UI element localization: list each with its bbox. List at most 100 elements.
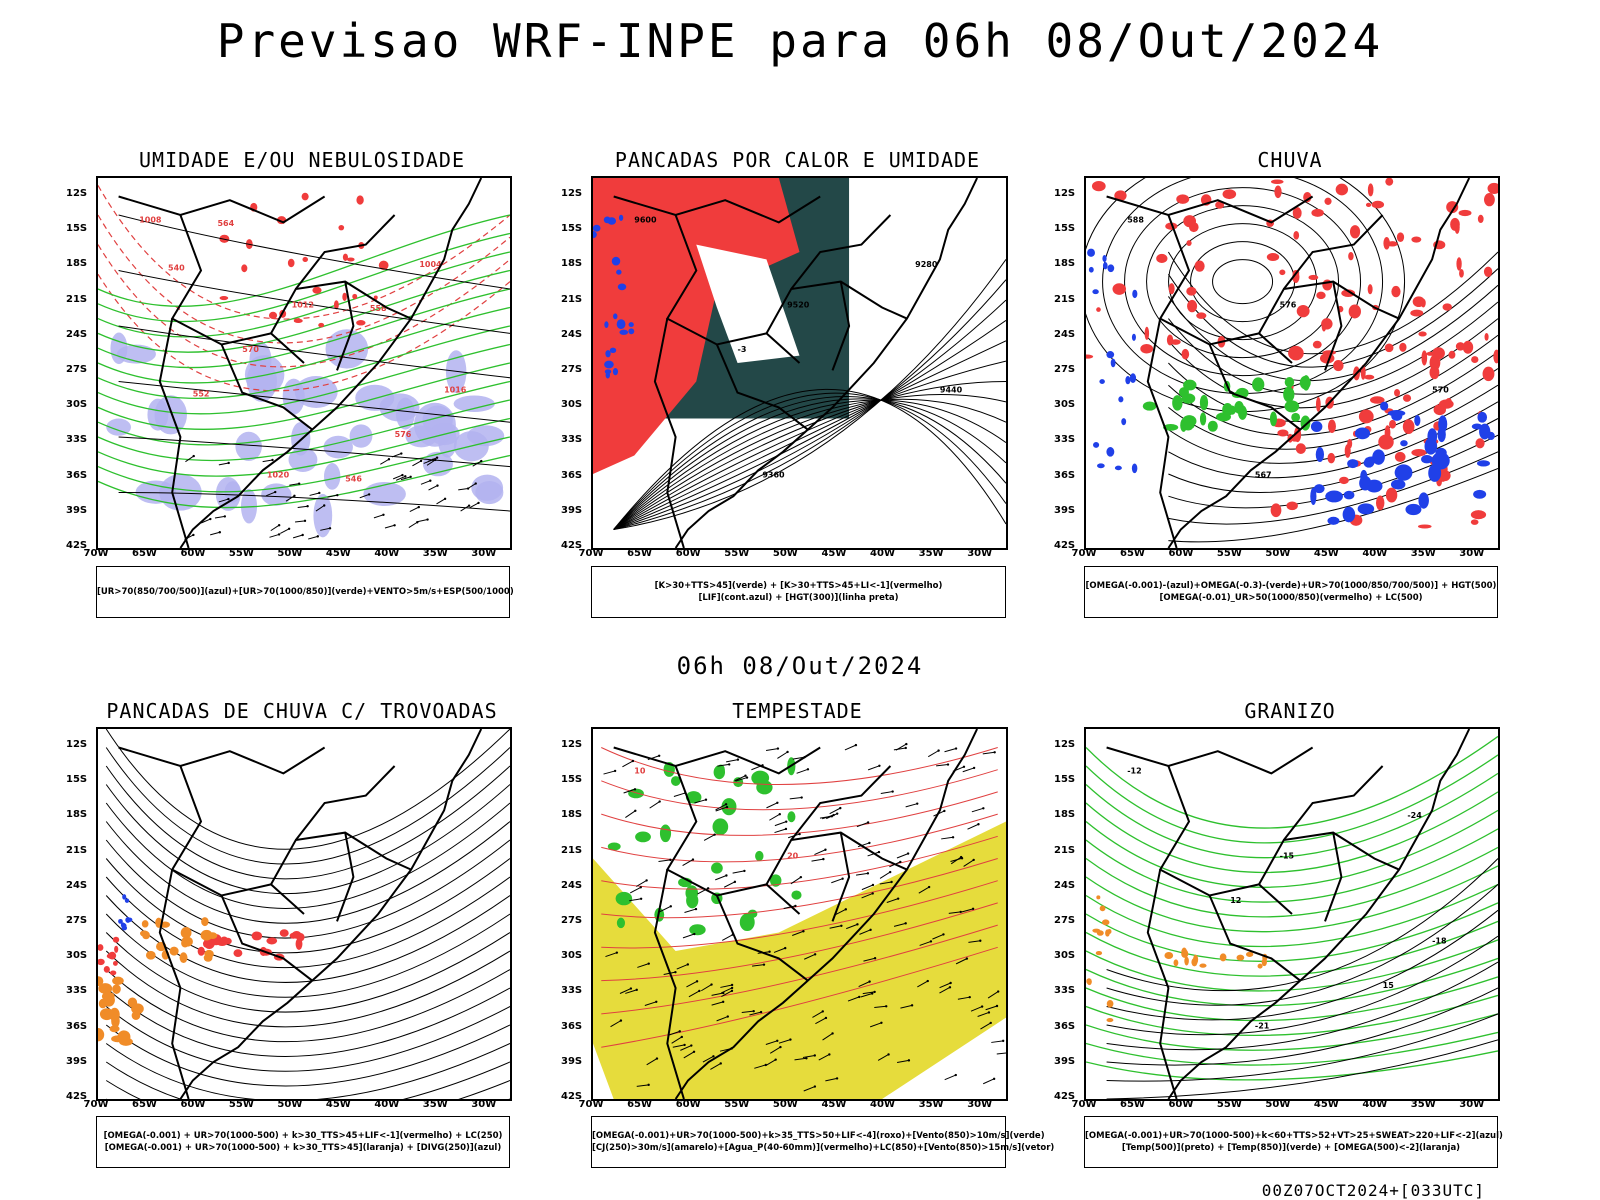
latitude-tick-label: 42S [561, 1091, 583, 1102]
panel-legend: [OMEGA(-0.001)-(azul)+OMEGA(-0.3)-(verde… [1084, 566, 1498, 618]
latitude-tick-label: 33S [66, 985, 88, 997]
legend-line: [CJ(250)>30m/s](amarelo)+[Agua_P(40-60mm… [592, 1143, 1055, 1153]
longitude-tick-label: 65W [131, 1099, 157, 1110]
legend-line: [OMEGA(-0.001)-(azul)+OMEGA(-0.3)-(verde… [1085, 581, 1497, 591]
longitude-tick-label: 55W [228, 548, 254, 559]
latitude-tick-label: 42S [1054, 540, 1076, 551]
latitude-tick-label: 15S [1054, 774, 1076, 786]
latitude-tick-label: 12S [66, 188, 88, 199]
latitude-tick-label: 24S [1054, 328, 1076, 340]
forecast-map: 10 20 [591, 727, 1008, 1101]
latitude-tick-label: 36S [561, 469, 583, 481]
contour-value-label: 540 [168, 264, 185, 273]
latitude-tick-label: 12S [66, 739, 88, 750]
panel-title: PANCADAS DE CHUVA C/ TROVOADAS [106, 699, 498, 723]
longitude-tick-label: 70W [578, 1099, 604, 1110]
latitude-tick-label: 21S [1054, 844, 1076, 856]
map-graphics: 588 576 570 567 [1086, 178, 1498, 548]
contour-value-label: 9600 [634, 215, 657, 224]
latitude-tick-label: 36S [66, 469, 88, 481]
latitude-tick-label: 36S [1054, 469, 1076, 481]
contour-value-label: 570 [242, 345, 259, 354]
latitude-tick-label: 12S [561, 188, 583, 199]
latitude-tick-label: 33S [561, 434, 583, 446]
contour-value-label: 1020 [267, 471, 290, 480]
longitude-tick-label: 55W [1216, 1099, 1242, 1110]
latitude-tick-label: 21S [561, 293, 583, 305]
latitude-tick-label: 18S [66, 258, 88, 270]
longitude-tick-label: 35W [918, 548, 944, 559]
longitude-tick-label: 45W [821, 1099, 847, 1110]
longitude-tick-label: 60W [180, 548, 206, 559]
longitude-tick-label: 30W [967, 1099, 993, 1110]
longitude-tick-label: 40W [1362, 1099, 1388, 1110]
longitude-tick-label: 35W [422, 1099, 448, 1110]
longitude-tick-label: 30W [471, 1099, 497, 1110]
latitude-tick-label: 27S [561, 364, 583, 375]
latitude-tick-label: 33S [66, 434, 88, 446]
latitude-tick-label: 42S [1054, 1091, 1076, 1102]
longitude-tick-label: 70W [578, 548, 604, 559]
longitude-tick-label: 55W [724, 548, 750, 559]
contour-value-label: -18 [1432, 937, 1447, 946]
forecast-map [96, 727, 512, 1101]
latitude-tick-label: 27S [66, 364, 88, 375]
panel-legend: [OMEGA(-0.001) + UR>70(1000-500) + k>30_… [96, 1116, 510, 1168]
longitude-tick-label: 45W [325, 548, 351, 559]
longitude-tick-label: 65W [131, 548, 157, 559]
latitude-tick-label: 36S [1054, 1020, 1076, 1032]
latitude-tick-label: 33S [1054, 985, 1076, 997]
map-graphics: 10 20 [593, 729, 1006, 1099]
latitude-tick-label: 39S [1054, 504, 1076, 516]
contour-value-label: 1012 [292, 301, 314, 310]
longitude-tick-label: 60W [675, 1099, 701, 1110]
legend-line: [Temp(500)](preto) + [Temp(850)](verde) … [1121, 1143, 1461, 1153]
contour-value-label: 9280 [915, 260, 938, 269]
contour-value-label: 1016 [444, 386, 467, 395]
latitude-tick-label: 12S [1054, 188, 1076, 199]
map-graphics: 9600 9520 9440 9360 9280 -3 [593, 178, 1006, 548]
contour-value-label: 9440 [940, 386, 963, 395]
latitude-tick-label: 33S [1054, 434, 1076, 446]
contour-value-label: -24 [1407, 811, 1422, 820]
longitude-tick-label: 40W [374, 548, 400, 559]
latitude-tick-label: 18S [561, 258, 583, 270]
latitude-tick-label: 39S [1054, 1055, 1076, 1067]
contour-value-label: 15 [1383, 981, 1395, 990]
longitude-tick-label: 30W [967, 548, 993, 559]
latitude-tick-label: 21S [561, 844, 583, 856]
longitude-tick-label: 45W [821, 548, 847, 559]
contour-value-label: 1004 [419, 260, 442, 269]
panel-legend: [K>30+TTS>45](verde) + [K>30+TTS>45+LI<-… [591, 566, 1006, 618]
contour-value-label: -3 [738, 345, 747, 354]
longitude-tick-label: 50W [772, 548, 798, 559]
latitude-tick-label: 15S [561, 774, 583, 786]
longitude-tick-label: 40W [870, 1099, 895, 1110]
latitude-tick-label: 24S [561, 879, 583, 891]
latitude-tick-label: 30S [66, 950, 88, 962]
longitude-tick-label: 50W [277, 1099, 303, 1110]
contour-value-label: 567 [1255, 471, 1272, 480]
latitude-tick-label: 39S [561, 1055, 583, 1067]
longitude-tick-label: 30W [471, 548, 497, 559]
latitude-tick-label: 21S [66, 293, 88, 305]
legend-line: [K>30+TTS>45](verde) + [K>30+TTS>45+LI<-… [654, 581, 943, 591]
latitude-tick-label: 30S [561, 399, 583, 411]
legend-line: [OMEGA(-0.001) + UR>70(1000-500) + k>30_… [104, 1143, 502, 1153]
latitude-tick-label: 33S [561, 985, 583, 997]
latitude-tick-label: 30S [66, 399, 88, 411]
longitude-tick-label: 65W [627, 548, 653, 559]
legend-line: [OMEGA(-0.001)+UR>70(1000-500)+k>35_TTS>… [592, 1131, 1045, 1141]
latitude-tick-label: 18S [1054, 809, 1076, 821]
contour-value-label: 552 [193, 389, 210, 398]
latitude-tick-label: 15S [1054, 223, 1076, 235]
longitude-tick-label: 35W [918, 1099, 944, 1110]
longitude-tick-label: 40W [374, 1099, 400, 1110]
contour-value-label: 564 [217, 219, 234, 228]
latitude-tick-label: 18S [66, 809, 88, 821]
legend-line: [OMEGA(-0.001)+UR>70(1000-500)+k<60+TTS>… [1085, 1131, 1503, 1141]
panel-legend: [OMEGA(-0.001)+UR>70(1000-500)+k<60+TTS>… [1084, 1116, 1503, 1168]
longitude-tick-label: 60W [675, 548, 701, 559]
latitude-tick-label: 27S [1054, 915, 1076, 926]
longitude-tick-label: 45W [325, 1099, 351, 1110]
